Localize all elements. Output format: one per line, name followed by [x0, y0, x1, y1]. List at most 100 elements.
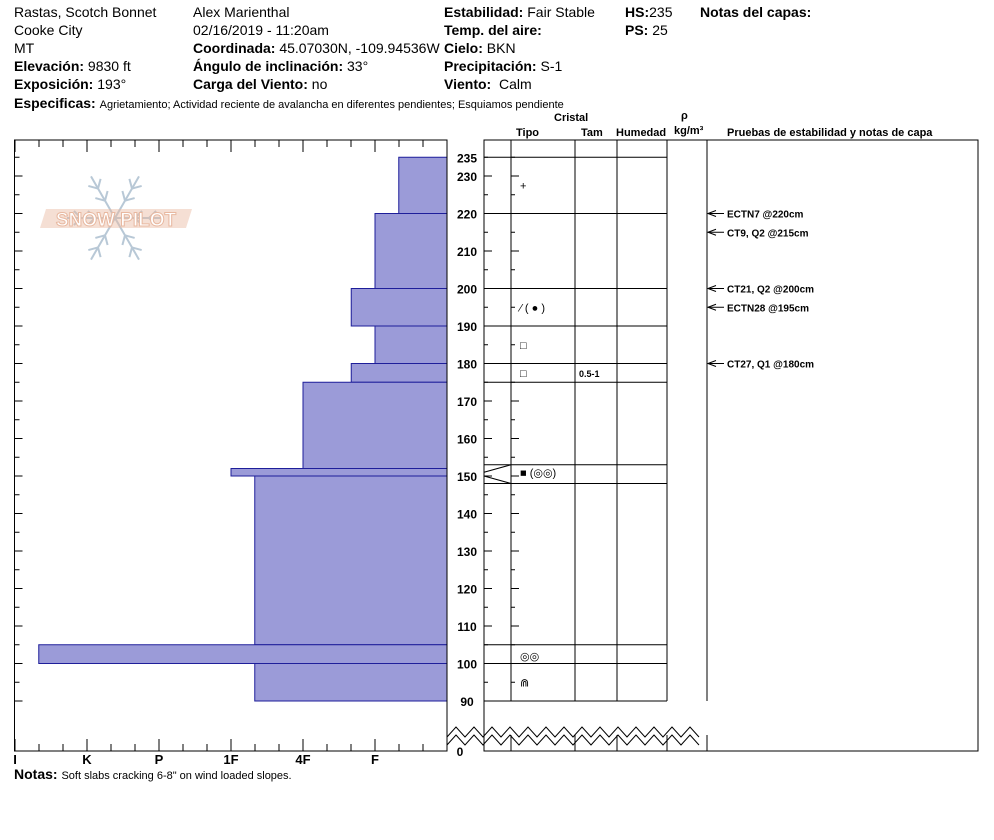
hardness-label: 4F	[295, 752, 310, 767]
slope-angle: Ángulo de inclinación: 33°	[193, 58, 369, 74]
logo-text: SNOW PILOT	[56, 210, 177, 231]
depth-label: 90	[460, 695, 474, 709]
depth-label: 110	[457, 620, 477, 634]
snowflake-branch	[73, 217, 82, 226]
hardness-bar	[230, 468, 448, 477]
crystal-symbol: ■ (◎◎)	[520, 467, 556, 479]
depth-label: 160	[457, 433, 477, 447]
area: Cooke City	[14, 22, 83, 38]
depth-label: 180	[457, 358, 477, 372]
snowflake-arm	[90, 217, 116, 261]
state: MT	[14, 40, 35, 56]
wind-loading: Carga del Viento: no	[193, 76, 328, 92]
axis-break	[446, 734, 700, 746]
crystal-symbol: ⁄ ( ● )	[517, 302, 545, 314]
snowflake-branch	[148, 210, 157, 219]
hardness-bar	[350, 363, 448, 383]
test-arrow-head	[706, 228, 717, 236]
air-temp: Temp. del aire:	[444, 22, 542, 38]
test-arrow-head	[706, 303, 717, 311]
stability: Estabilidad: Fair Stable	[444, 4, 595, 20]
wind: Viento: Calm	[444, 76, 532, 92]
depth-label: 150	[457, 470, 477, 484]
crystal-symbol: +	[520, 180, 526, 192]
snowflake-branch	[104, 235, 109, 246]
crystal-symbol: ⋒	[520, 677, 529, 689]
snowflake-branch	[121, 190, 126, 201]
snowflake-branch	[128, 247, 133, 258]
test-arrow-head	[706, 210, 717, 217]
depth-label: 230	[457, 170, 477, 184]
chart-frame	[14, 139, 979, 752]
test-arrow-head	[706, 360, 717, 367]
snowflake-branch	[134, 210, 143, 219]
test-arrow-head	[706, 285, 717, 292]
boundary-connector-skew	[483, 475, 512, 484]
crystal-symbol: □	[520, 340, 527, 352]
crystal-header: Cristal	[554, 112, 589, 124]
test-label: ECTN28 @195cm	[727, 303, 809, 314]
hardness-bar	[254, 663, 448, 702]
snowflake-branch	[97, 247, 102, 258]
precipitation: Precipitación: S-1	[444, 58, 563, 74]
snowflake-branch	[104, 190, 109, 201]
hardness-label: I	[13, 752, 17, 767]
crystal-symbol: □	[520, 368, 527, 380]
density-unit-header: kg/m³	[674, 125, 704, 137]
snowflake-branch	[148, 217, 157, 226]
snowflake-branch	[95, 197, 106, 202]
snowflake-arm	[90, 175, 116, 219]
crystal-size: 0.5-1	[579, 369, 600, 379]
crystal-marks: + ⁄ ( ● ) □ □ 0.5-1 ■ (◎◎) ◎◎ ⋒	[517, 180, 600, 689]
hardness-label: P	[155, 752, 164, 767]
depth-label: 130	[457, 545, 477, 559]
snowflake-branch	[134, 217, 143, 226]
snowflake-branch	[73, 210, 82, 219]
hardness-bar	[38, 644, 448, 664]
stability-tests: ECTN7 @220cm CT9, Q2 @215cm CT21, Q2 @200c…	[706, 210, 814, 371]
profile-frame	[483, 139, 979, 752]
hardness-bar	[374, 213, 448, 289]
datetime: 02/16/2019 - 11:20am	[193, 22, 329, 38]
snowflake-branch	[95, 234, 106, 239]
snowflake-branch	[124, 234, 135, 239]
snowflake-branch	[88, 185, 99, 190]
crystal-symbol: ◎◎	[520, 651, 539, 663]
boundary-connector-skew	[483, 464, 512, 473]
depth-label: 235	[457, 151, 477, 165]
moisture-header: Humedad	[616, 127, 667, 139]
observer: Alex Marienthal	[193, 4, 290, 20]
elevation: Elevación: 9830 ft	[14, 58, 131, 74]
test-label: CT21, Q2 @200cm	[727, 285, 814, 296]
snowflake-branch	[131, 246, 142, 251]
snowflake-arm	[114, 217, 140, 261]
type-header: Tipo	[516, 127, 540, 139]
sky: Cielo: BKN	[444, 40, 516, 56]
snowpilot-logo: SNOW PILOT	[40, 175, 192, 261]
axis-break	[446, 726, 700, 738]
hardness-bar	[374, 325, 448, 364]
test-label: CT27, Q1 @180cm	[727, 360, 814, 371]
aspect: Exposición: 193°	[14, 76, 127, 92]
depth-label: 140	[457, 508, 477, 522]
axis-ticks: I K P 1F 4F F 90 100 110 120 130 140 150 160 170 180 190…	[13, 140, 519, 767]
snowflake-branch	[87, 217, 96, 226]
depth-label: 100	[457, 658, 477, 672]
logo-banner	[40, 209, 192, 228]
depth-label: 210	[457, 245, 477, 259]
depth-label-bottom: 0	[457, 745, 464, 759]
rho-header: ρ	[681, 110, 688, 122]
hardness-bars	[38, 156, 448, 702]
depth-label: 200	[457, 283, 477, 297]
hs: HS:235	[625, 4, 673, 20]
tests-notes-header: Pruebas de estabilidad y notas de capa	[727, 127, 933, 139]
hardness-label: F	[371, 752, 379, 767]
snowflake-branch	[97, 178, 102, 189]
depth-label: 220	[457, 208, 477, 222]
coordinates: Coordinada: 45.07030N, -109.94536W	[193, 40, 440, 56]
hardness-label: K	[82, 752, 92, 767]
hardness-label: 1F	[223, 752, 238, 767]
test-label: CT9, Q2 @215cm	[727, 228, 809, 239]
snowflake-branch	[121, 235, 126, 246]
